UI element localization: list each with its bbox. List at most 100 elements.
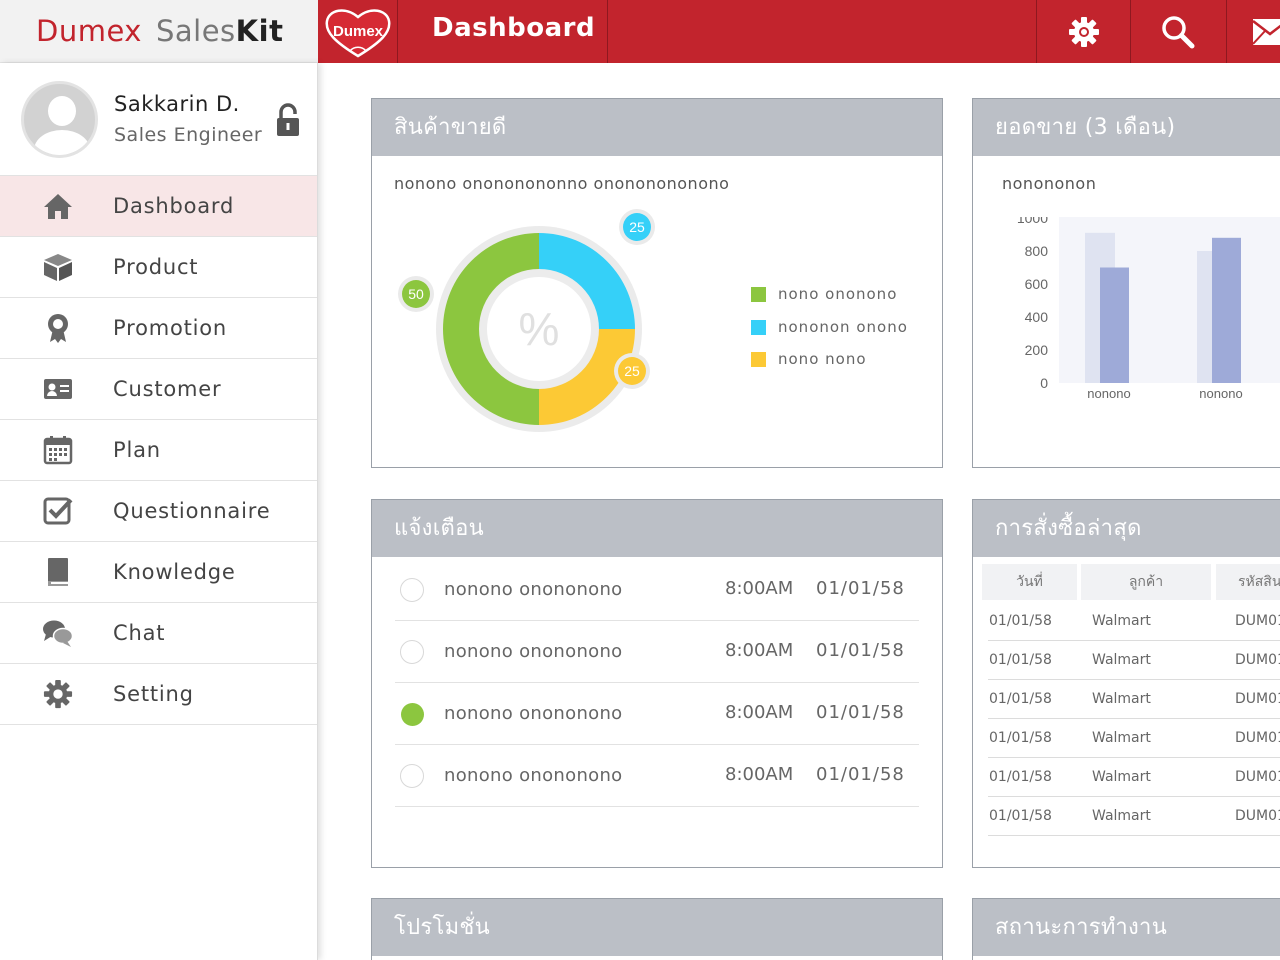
- data-label-dot: [623, 213, 651, 241]
- y-tick-label: 200: [1025, 342, 1049, 358]
- list-item[interactable]: nonono onononono 8:00AM 01/01/58: [395, 745, 919, 807]
- sales-title: ยอดขาย (3 เดือน): [973, 99, 1280, 156]
- alert-time: 8:00AM: [725, 578, 794, 599]
- sidebar-item-customer[interactable]: Customer: [0, 359, 317, 420]
- profile-name: Sakkarin D.: [114, 92, 240, 116]
- brand-sales: Sales: [155, 14, 236, 48]
- brand-kit: Kit: [235, 14, 284, 48]
- mail-button[interactable]: [1226, 0, 1280, 63]
- gear-icon: [1068, 16, 1099, 47]
- alerts-card: แจ้งเตือน nonono onononono 8:00AM 01/01/…: [371, 499, 943, 868]
- list-item[interactable]: nonono onononono 8:00AM 01/01/58: [395, 559, 919, 621]
- sidebar-item-promotion[interactable]: Promotion: [0, 298, 317, 359]
- order-date: 01/01/58: [989, 652, 1052, 668]
- order-date: 01/01/58: [989, 730, 1052, 746]
- bar[interactable]: [1212, 237, 1241, 383]
- sidebar-item-label: Product: [113, 255, 199, 279]
- settings-button[interactable]: [1036, 0, 1130, 63]
- donut-hole: [487, 277, 591, 381]
- table-row[interactable]: 01/01/58 Walmart DUM01: [988, 719, 1280, 758]
- bar[interactable]: [1100, 267, 1129, 384]
- sidebar-item-label: Plan: [113, 438, 161, 462]
- order-code: DUM01: [1235, 808, 1280, 824]
- x-tick-label: nonono: [1199, 386, 1242, 401]
- y-tick-label: 600: [1025, 276, 1049, 292]
- alert-date: 01/01/58: [816, 702, 905, 723]
- alert-time: 8:00AM: [725, 764, 794, 785]
- table-row[interactable]: 01/01/58 Walmart DUM01: [988, 602, 1280, 641]
- y-tick-label: 0: [1040, 375, 1048, 391]
- y-tick-label: 400: [1025, 309, 1049, 325]
- data-label: 25: [629, 219, 645, 235]
- table-row[interactable]: 01/01/58 Walmart DUM01: [988, 797, 1280, 836]
- column-header[interactable]: รหัสสิน: [1216, 564, 1280, 600]
- sidebar-item-setting[interactable]: Setting: [0, 664, 317, 725]
- order-customer: Walmart: [1092, 730, 1151, 746]
- app-brand: Dumex Sales Kit: [0, 0, 318, 63]
- order-date: 01/01/58: [989, 691, 1052, 707]
- sidebar-item-label: Chat: [113, 621, 166, 645]
- order-date: 01/01/58: [989, 769, 1052, 785]
- column-header[interactable]: วันที่: [982, 564, 1077, 600]
- donut-chart: % 50 25 25: [398, 209, 655, 432]
- order-customer: Walmart: [1092, 613, 1151, 629]
- donut-slice[interactable]: [539, 233, 635, 329]
- title-divider: [607, 0, 608, 63]
- avatar[interactable]: [21, 80, 98, 158]
- radio-button[interactable]: [400, 640, 424, 664]
- sidebar-item-chat[interactable]: Chat: [0, 603, 317, 664]
- unlock-icon[interactable]: [276, 103, 300, 137]
- alert-text: nonono onononono: [444, 703, 623, 724]
- home-icon: [42, 191, 74, 221]
- y-tick-label: 1000: [1017, 217, 1048, 226]
- sales-subtitle: nonononon: [1002, 174, 1097, 193]
- order-customer: Walmart: [1092, 808, 1151, 824]
- order-date: 01/01/58: [989, 613, 1052, 629]
- top-bar: Dumex Dashboard: [318, 0, 1280, 63]
- search-button[interactable]: [1130, 0, 1224, 63]
- radio-button[interactable]: [400, 578, 424, 602]
- radio-button[interactable]: [400, 764, 424, 788]
- alert-text: nonono onononono: [444, 765, 623, 786]
- gear-icon: [42, 679, 74, 709]
- brand-dumex: Dumex: [36, 14, 142, 48]
- order-code: DUM01: [1235, 613, 1280, 629]
- table-row[interactable]: 01/01/58 Walmart DUM01: [988, 680, 1280, 719]
- mail-icon: [1253, 18, 1280, 45]
- dumex-logo[interactable]: Dumex: [318, 0, 398, 63]
- data-label: 50: [408, 286, 424, 302]
- search-icon: [1161, 15, 1194, 48]
- work-status-card: สถานะการทำงาน: [972, 898, 1280, 960]
- alerts-title: แจ้งเตือน: [372, 500, 942, 557]
- table-row[interactable]: 01/01/58 Walmart DUM01: [988, 641, 1280, 680]
- legend-swatch-green: [751, 286, 766, 302]
- sidebar-item-label: Promotion: [113, 316, 228, 340]
- donut-slice[interactable]: [539, 329, 635, 425]
- legend-item: nononon onono: [751, 318, 908, 336]
- sidebar-item-label: Dashboard: [113, 194, 235, 218]
- best-sellers-subtitle: nonono onononononno onononononono: [394, 174, 730, 193]
- alert-text: nonono onononono: [444, 579, 623, 600]
- sidebar-item-dashboard[interactable]: Dashboard: [0, 176, 317, 237]
- box-icon: [42, 252, 74, 282]
- sidebar-item-label: Questionnaire: [113, 499, 271, 523]
- column-header[interactable]: ลูกค้า: [1081, 564, 1211, 600]
- sidebar-item-knowledge[interactable]: Knowledge: [0, 542, 317, 603]
- logo-text: Dumex: [332, 23, 383, 40]
- table-row[interactable]: 01/01/58 Walmart DUM01: [988, 758, 1280, 797]
- list-item[interactable]: nonono onononono 8:00AM 01/01/58: [395, 683, 919, 745]
- sidebar-item-product[interactable]: Product: [0, 237, 317, 298]
- sidebar-item-plan[interactable]: Plan: [0, 420, 317, 481]
- bar-chart: 0 200 400 600 800 1000 nonono nonono: [1017, 217, 1280, 401]
- alert-date: 01/01/58: [816, 578, 905, 599]
- sidebar-item-label: Setting: [113, 682, 194, 706]
- promotions-card: โปรโมชั่น: [371, 898, 943, 960]
- alert-text: nonono onononono: [444, 641, 623, 662]
- donut-slice[interactable]: [443, 233, 539, 425]
- calendar-icon: [42, 435, 74, 465]
- list-item[interactable]: nonono onononono 8:00AM 01/01/58: [395, 621, 919, 683]
- work-status-title: สถานะการทำงาน: [973, 899, 1280, 956]
- legend-label: nono ononono: [778, 285, 898, 303]
- radio-button-checked[interactable]: [401, 703, 424, 726]
- sidebar-item-questionnaire[interactable]: Questionnaire: [0, 481, 317, 542]
